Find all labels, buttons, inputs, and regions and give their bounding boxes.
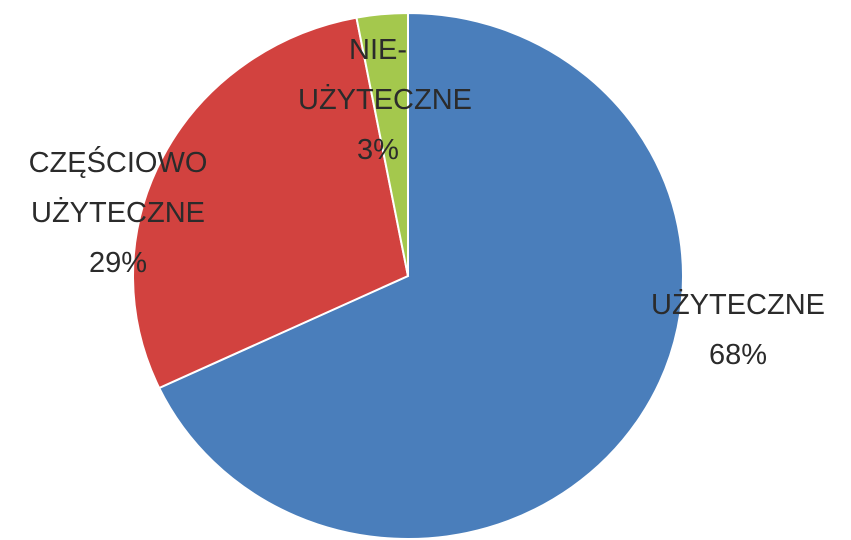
pie-slice xyxy=(157,11,684,540)
slice-label: CZĘŚCIOWO UŻYTECZNE xyxy=(28,147,208,229)
slice-label: NIE-UŻYTECZNE xyxy=(298,34,472,116)
value-label: 68% xyxy=(708,339,768,371)
value-label: 29% xyxy=(88,247,148,279)
pie-slice xyxy=(355,11,409,277)
slice-label: UŻYTECZNE xyxy=(651,289,825,321)
value-label: 3% xyxy=(357,134,399,166)
pie-slice xyxy=(132,16,410,390)
